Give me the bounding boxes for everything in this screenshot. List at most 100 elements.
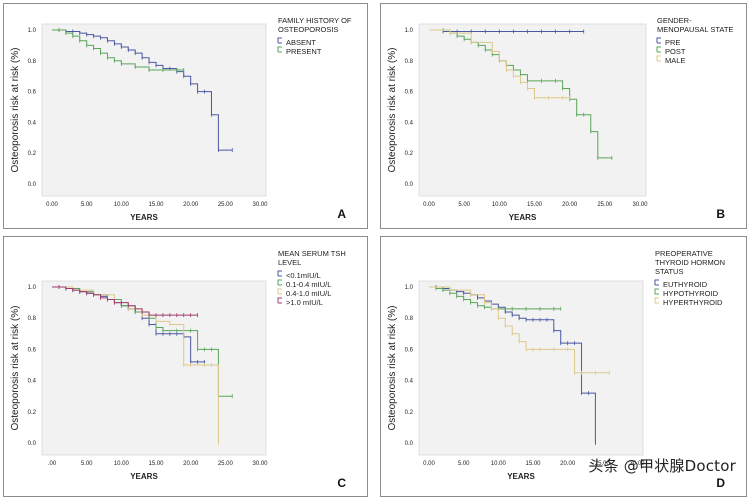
plot-area bbox=[41, 23, 267, 197]
y-tick-label: 1.0 bbox=[405, 28, 414, 34]
plot-area bbox=[41, 280, 267, 456]
x-tick-label: 5.00 bbox=[458, 461, 470, 467]
x-tick-label: 0.00 bbox=[423, 202, 435, 208]
x-tick-label: 25.00 bbox=[218, 202, 234, 208]
y-tick-label: 0.8 bbox=[28, 316, 37, 322]
legend-item: POST bbox=[665, 47, 686, 56]
y-tick-label: 1.0 bbox=[28, 28, 37, 34]
legend-title: PREOPERATIVE bbox=[655, 249, 713, 258]
y-tick-label: 0.0 bbox=[28, 182, 37, 188]
legend-swatch bbox=[654, 288, 659, 295]
plot-area bbox=[418, 23, 647, 197]
y-axis-title: Osteoporosis risk at risk (%) bbox=[10, 47, 21, 172]
y-axis-title: Osteoporosis risk at risk (%) bbox=[10, 305, 21, 430]
y-tick-label: 0.2 bbox=[28, 151, 37, 157]
legend-item: >1.0 mIU/L bbox=[286, 298, 323, 307]
y-tick-label: 0.8 bbox=[28, 59, 37, 65]
panel-letter: A bbox=[337, 207, 346, 221]
y-axis-title: Osteoporosis risk at risk (%) bbox=[387, 305, 398, 430]
km-curve-male bbox=[429, 29, 570, 99]
panel-letter: D bbox=[716, 476, 725, 490]
y-tick-label: 0.8 bbox=[405, 59, 414, 65]
km-chart-c: 0.0 0.2 0.4 0.6 0.8 1.0 .00 5.00 10.00 15.00 20.00… bbox=[10, 249, 346, 490]
legend-item: 0.1-0.4 mIU/L bbox=[286, 280, 331, 289]
legend-swatch bbox=[656, 55, 661, 62]
x-tick-label: 30.00 bbox=[252, 461, 268, 467]
panel-letter: C bbox=[337, 476, 346, 490]
y-tick-label: 0.0 bbox=[405, 441, 414, 447]
y-tick-label: 0.0 bbox=[405, 182, 414, 188]
y-tick-label: 1.0 bbox=[405, 285, 414, 291]
legend-title: THYROID HORMON bbox=[655, 258, 725, 267]
y-tick-label: 0.4 bbox=[405, 379, 414, 385]
x-tick-label: 5.00 bbox=[81, 202, 93, 208]
legend-item: 0.4-1.0 mIU/L bbox=[286, 289, 331, 298]
y-tick-label: 0.0 bbox=[28, 441, 37, 447]
legend-swatch bbox=[277, 288, 282, 295]
legend-title: MENOPAUSAL STATE bbox=[657, 25, 733, 34]
y-axis-title: Osteoporosis risk at risk (%) bbox=[387, 47, 398, 172]
x-tick-label: 30.00 bbox=[252, 202, 268, 208]
y-tick-label: 0.4 bbox=[405, 120, 414, 126]
y-tick-label: 1.0 bbox=[28, 285, 37, 291]
x-tick-label: 20.00 bbox=[183, 461, 199, 467]
km-chart-d: 0.0 0.2 0.4 0.6 0.8 1.0 0.00 5.00 10.00 15.00 20.0… bbox=[387, 249, 725, 490]
x-tick-label: 10.00 bbox=[114, 461, 130, 467]
x-tick-label: 5.00 bbox=[458, 202, 470, 208]
x-tick-label: 10.00 bbox=[491, 461, 507, 467]
legend-item: EUTHYROID bbox=[663, 280, 708, 289]
panel-b: 0.0 0.2 0.4 0.6 0.8 1.0 0.00 5.00 10.00 15.00 20.0… bbox=[380, 3, 747, 229]
legend-swatch bbox=[277, 46, 282, 53]
legend-title: MEAN SERUM TSH bbox=[278, 249, 346, 258]
legend-swatch bbox=[654, 279, 659, 286]
y-tick-label: 0.2 bbox=[405, 410, 414, 416]
x-tick-label: 0.00 bbox=[46, 202, 58, 208]
x-axis-title: YEARS bbox=[509, 213, 537, 222]
panel-d: 0.0 0.2 0.4 0.6 0.8 1.0 0.00 5.00 10.00 15.00 20.0… bbox=[380, 236, 747, 497]
km-curve-hyperthyroid bbox=[429, 286, 610, 374]
legend-title: FAMILY HISTORY OF bbox=[278, 16, 352, 25]
x-tick-label: .00 bbox=[48, 461, 57, 467]
plot-area bbox=[418, 280, 644, 456]
legend-swatch bbox=[277, 270, 282, 277]
legend-swatch bbox=[277, 37, 282, 44]
legend-swatch bbox=[654, 297, 659, 304]
x-tick-label: 10.00 bbox=[492, 202, 508, 208]
y-tick-label: 0.4 bbox=[28, 379, 37, 385]
x-axis-title: YEARS bbox=[130, 472, 158, 481]
legend-item: PRE bbox=[665, 38, 680, 47]
legend-item: PRESENT bbox=[286, 47, 322, 56]
legend-item: ABSENT bbox=[286, 38, 316, 47]
y-tick-label: 0.6 bbox=[405, 90, 414, 96]
x-tick-label: 15.00 bbox=[527, 202, 543, 208]
x-tick-label: 20.00 bbox=[560, 461, 576, 467]
km-chart-a: 0.0 0.2 0.4 0.6 0.8 1.0 0.00 5.00 10.00 15.00 20.0… bbox=[10, 16, 352, 222]
legend-swatch bbox=[277, 297, 282, 304]
x-axis-title: YEARS bbox=[507, 472, 535, 481]
x-tick-label: 25.00 bbox=[218, 461, 234, 467]
legend-item: <0.1mIU/L bbox=[286, 271, 321, 280]
y-tick-label: 0.6 bbox=[28, 347, 37, 353]
legend-title: STATUS bbox=[655, 267, 683, 276]
legend-item: HYPOTHYROID bbox=[663, 289, 719, 298]
km-chart-b: 0.0 0.2 0.4 0.6 0.8 1.0 0.00 5.00 10.00 15.00 20.0… bbox=[387, 16, 733, 222]
y-tick-label: 0.6 bbox=[28, 90, 37, 96]
legend-item: HYPERTHYROID bbox=[663, 298, 723, 307]
watermark-text: 头条 @甲状腺Doctor bbox=[588, 457, 736, 475]
x-tick-label: 20.00 bbox=[183, 202, 199, 208]
legend-swatch bbox=[656, 37, 661, 44]
legend-title: GENDER- bbox=[657, 16, 692, 25]
x-tick-label: 30.00 bbox=[629, 461, 645, 467]
y-tick-label: 0.6 bbox=[405, 347, 414, 353]
x-tick-label: 30.00 bbox=[632, 202, 648, 208]
x-tick-label: 25.00 bbox=[595, 461, 611, 467]
x-tick-label: 15.00 bbox=[148, 202, 164, 208]
y-tick-label: 0.4 bbox=[28, 120, 37, 126]
x-axis-title: YEARS bbox=[130, 213, 158, 222]
y-tick-label: 0.2 bbox=[405, 151, 414, 157]
x-tick-label: 20.00 bbox=[562, 202, 578, 208]
x-tick-label: 15.00 bbox=[525, 461, 541, 467]
x-tick-label: 0.00 bbox=[423, 461, 435, 467]
legend-item: MALE bbox=[665, 56, 685, 65]
x-tick-label: 15.00 bbox=[148, 461, 164, 467]
